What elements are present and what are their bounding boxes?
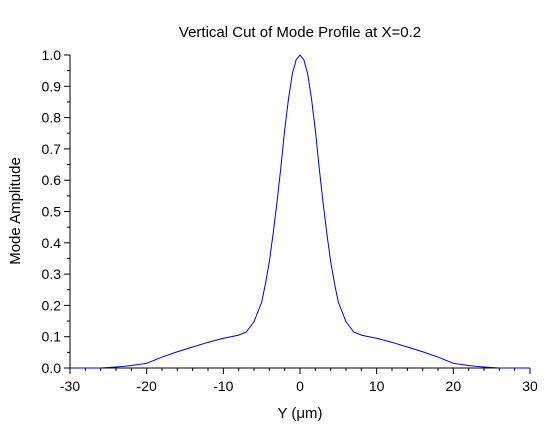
y-tick-label: 0.3	[42, 266, 62, 282]
x-tick-label: -30	[60, 378, 80, 394]
y-tick-label: 0.0	[42, 360, 62, 376]
chart-title: Vertical Cut of Mode Profile at X=0.2	[179, 24, 421, 41]
y-tick-label: 0.4	[42, 235, 62, 251]
y-tick-label: 0.2	[42, 297, 62, 313]
x-tick-label: 0	[296, 378, 304, 394]
x-tick-label: -20	[137, 378, 157, 394]
y-tick-label: 0.9	[42, 78, 62, 94]
x-tick-label: 30	[522, 378, 538, 394]
plot-axes	[69, 55, 530, 369]
x-tick-label: 20	[446, 378, 462, 394]
y-tick-label: 0.6	[42, 172, 62, 188]
y-tick-label: 1.0	[42, 47, 62, 63]
series-line-mode-amplitude	[70, 54, 530, 369]
y-tick-label: 0.1	[42, 329, 62, 345]
x-tick-label: 10	[369, 378, 385, 394]
x-tick-label: -10	[213, 378, 233, 394]
axis-tick-labels: 0.0 0.1 0.2 0.3 0.4 0.5 0.6 0.7 0.8 0.9 1.0 -30 -20 -…	[42, 47, 538, 394]
y-tick-label: 0.5	[42, 204, 62, 220]
y-tick-label: 0.8	[42, 110, 62, 126]
axis-ticks	[64, 54, 531, 374]
y-tick-label: 0.7	[42, 141, 62, 157]
y-axis-label: Mode Amplitude	[7, 157, 24, 265]
x-axis-label: Y (μm)	[277, 405, 322, 422]
